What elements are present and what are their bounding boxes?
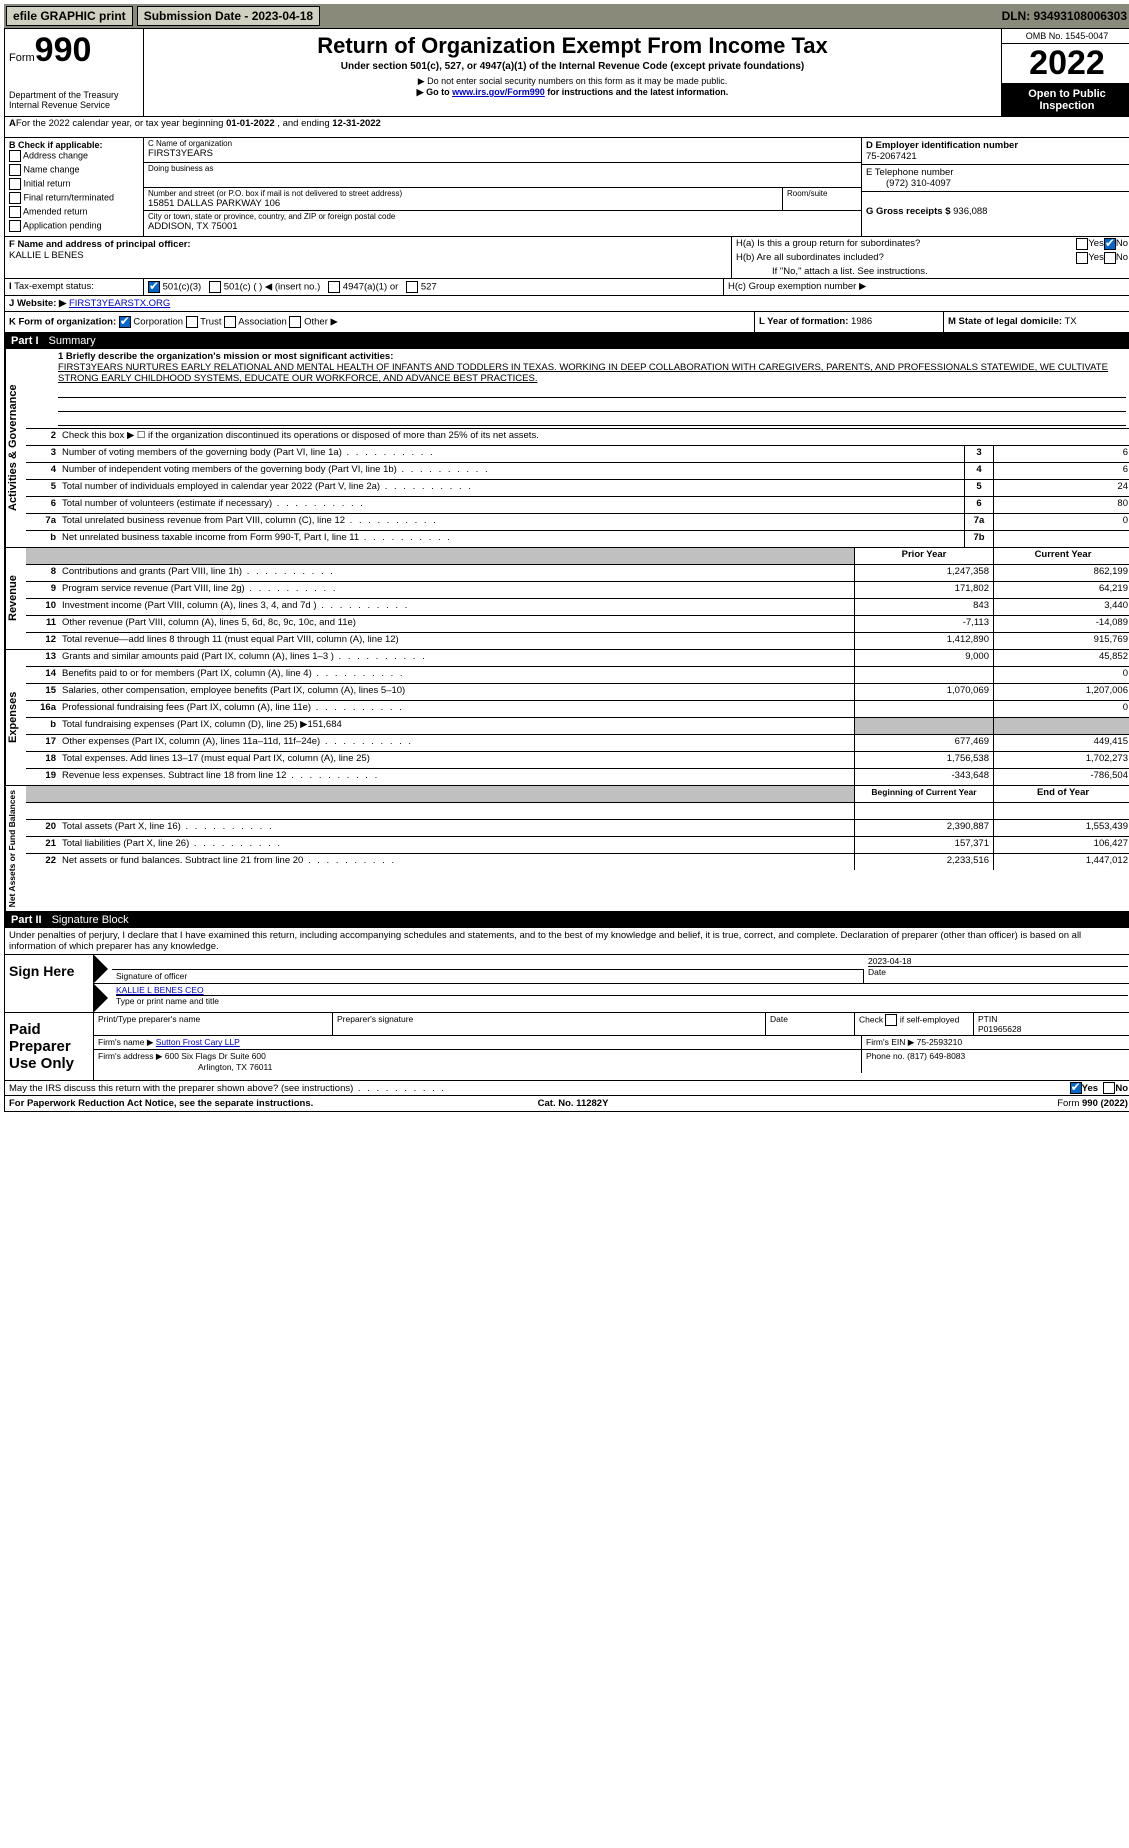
form-number: 990 (35, 31, 92, 69)
paid-preparer-label: Paid Preparer Use Only (5, 1013, 94, 1080)
chk-501c3[interactable] (148, 281, 160, 293)
discuss-line: May the IRS discuss this return with the… (5, 1081, 1129, 1096)
expenses-section: Expenses 13Grants and similar amounts pa… (5, 650, 1129, 786)
form-subtitle: Under section 501(c), 527, or 4947(a)(1)… (148, 61, 997, 72)
tax-year: 2022 (1002, 43, 1129, 84)
discuss-no[interactable] (1103, 1082, 1115, 1094)
sign-here-label: Sign Here (5, 955, 94, 1012)
vlabel-revenue: Revenue (5, 548, 26, 649)
activities-governance: Activities & Governance 1 Briefly descri… (5, 349, 1129, 548)
section-de: D Employer identification number 75-2067… (861, 138, 1129, 236)
h-a-no[interactable] (1104, 238, 1116, 250)
form-990: Form990 Department of the Treasury Inter… (4, 28, 1129, 1112)
chk-address[interactable]: Address change (9, 150, 139, 162)
mission-block: 1 Briefly describe the organization's mi… (26, 349, 1129, 428)
sign-here-section: Sign Here Signature of officer 2023-04-1… (5, 955, 1129, 1013)
firm-addr2: Arlington, TX 76011 (98, 1062, 272, 1072)
website-link[interactable]: FIRST3YEARSTX.ORG (69, 298, 170, 309)
section-j: J Website: ▶ FIRST3YEARSTX.ORG (5, 296, 1129, 312)
perjury-statement: Under penalties of perjury, I declare th… (5, 928, 1129, 955)
part-ii-header: Part II Signature Block (5, 912, 1129, 928)
revenue-section: Revenue Prior YearCurrent Year 8Contribu… (5, 548, 1129, 650)
irs-label: Internal Revenue Service (9, 100, 139, 110)
arrow-icon (94, 984, 108, 1012)
irs-link[interactable]: www.irs.gov/Form990 (452, 87, 545, 97)
header-right: OMB No. 1545-0047 2022 Open to Public In… (1001, 29, 1129, 116)
chk-initial[interactable]: Initial return (9, 178, 139, 190)
header-left: Form990 Department of the Treasury Inter… (5, 29, 144, 116)
firm-addr1: 600 Six Flags Dr Suite 600 (165, 1051, 266, 1061)
org-name: FIRST3YEARS (148, 148, 857, 159)
mission-text: FIRST3YEARS NURTURES EARLY RELATIONAL AN… (58, 362, 1108, 384)
section-h: H(a) Is this a group return for subordin… (732, 237, 1129, 278)
arrow-icon (94, 955, 108, 983)
ein: 75-2067421 (866, 151, 917, 162)
chk-final[interactable]: Final return/terminated (9, 192, 139, 204)
l4-val: 6 (993, 463, 1129, 479)
vlabel-governance: Activities & Governance (5, 349, 26, 547)
principal-officer: KALLIE L BENES (9, 250, 84, 261)
section-bcde: B Check if applicable: Address change Na… (5, 138, 1129, 237)
firm-phone: (817) 649-8083 (907, 1051, 965, 1061)
dln: DLN: 93493108006303 (1002, 9, 1129, 23)
gross-receipts: 936,088 (953, 206, 987, 217)
l7b-val (993, 531, 1129, 547)
l5-val: 24 (993, 480, 1129, 496)
l6-val: 80 (993, 497, 1129, 513)
chk-pending[interactable]: Application pending (9, 220, 139, 232)
section-f: F Name and address of principal officer:… (5, 237, 732, 278)
section-a-period: AFor the 2022 calendar year, or tax year… (5, 117, 1129, 138)
part-i-header: Part I Summary (5, 333, 1129, 349)
efile-label: efile GRAPHIC print (6, 6, 133, 26)
vlabel-expenses: Expenses (5, 650, 26, 785)
paid-preparer-section: Paid Preparer Use Only Print/Type prepar… (5, 1013, 1129, 1081)
chk-corp[interactable] (119, 316, 131, 328)
page-footer: For Paperwork Reduction Act Notice, see … (5, 1096, 1129, 1111)
firm-name[interactable]: Sutton Frost Cary LLP (156, 1037, 240, 1047)
vlabel-net: Net Assets or Fund Balances (5, 786, 26, 911)
section-fh: F Name and address of principal officer:… (5, 237, 1129, 279)
submission-date: Submission Date - 2023-04-18 (137, 6, 320, 26)
open-inspection: Open to Public Inspection (1002, 84, 1129, 116)
net-assets-section: Net Assets or Fund Balances Beginning of… (5, 786, 1129, 912)
dept-treasury: Department of the Treasury (9, 90, 139, 100)
chk-amended[interactable]: Amended return (9, 206, 139, 218)
sign-date: 2023-04-18 (868, 956, 911, 966)
chk-name[interactable]: Name change (9, 164, 139, 176)
state-domicile: TX (1065, 316, 1077, 327)
l7a-val: 0 (993, 514, 1129, 530)
phone: (972) 310-4097 (866, 178, 951, 189)
discuss-yes[interactable] (1070, 1082, 1082, 1094)
form-word: Form (9, 52, 35, 64)
topbar: efile GRAPHIC print Submission Date - 20… (4, 4, 1129, 28)
city-state-zip: ADDISON, TX 75001 (148, 221, 857, 232)
officer-name[interactable]: KALLIE L BENES CEO (116, 985, 204, 995)
year-formation: 1986 (851, 316, 872, 327)
header-mid: Return of Organization Exempt From Incom… (144, 29, 1001, 116)
goto-line: ▶ Go to www.irs.gov/Form990 for instruct… (148, 87, 997, 98)
street-address: 15851 DALLAS PARKWAY 106 (148, 198, 778, 209)
section-b: B Check if applicable: Address change Na… (5, 138, 144, 236)
section-i: I Tax-exempt status: 501(c)(3) 501(c) ( … (5, 279, 1129, 296)
omb-number: OMB No. 1545-0047 (1002, 29, 1129, 43)
form-header: Form990 Department of the Treasury Inter… (5, 29, 1129, 117)
section-klm: K Form of organization: Corporation Trus… (5, 312, 1129, 333)
ssn-warning: ▶ Do not enter social security numbers o… (148, 76, 997, 87)
firm-ein: 75-2593210 (917, 1037, 962, 1047)
ptin: P01965628 (978, 1024, 1022, 1034)
section-c: C Name of organization FIRST3YEARS Doing… (144, 138, 861, 236)
l3-val: 6 (993, 446, 1129, 462)
form-title: Return of Organization Exempt From Incom… (148, 33, 997, 59)
